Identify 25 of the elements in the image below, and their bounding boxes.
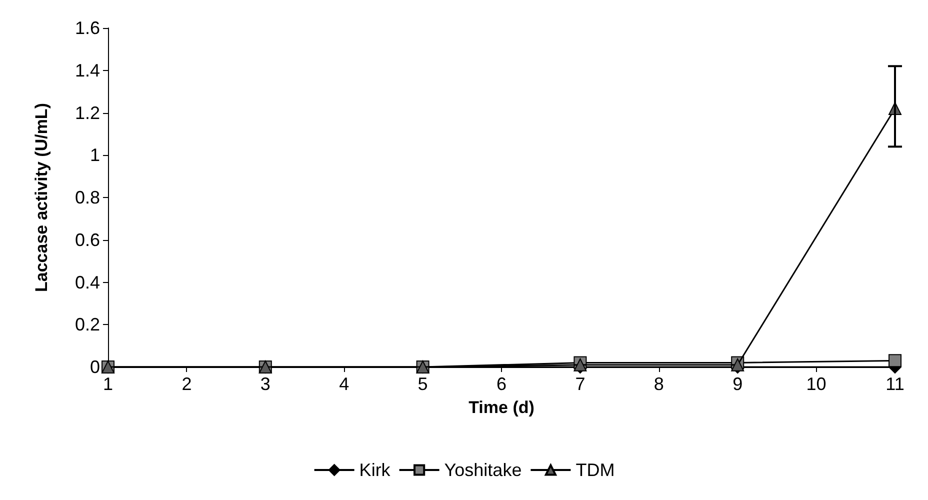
x-tick-label: 6 (496, 374, 507, 394)
x-tick-label: 9 (732, 374, 743, 394)
y-tick-label: 1.4 (74, 60, 100, 80)
x-axis-title: Time (d) (468, 398, 534, 417)
x-tick-label: 1 (102, 374, 114, 394)
x-tick-label: 5 (418, 374, 428, 394)
x-tick-label: 7 (575, 374, 586, 394)
x-tick-label: 4 (339, 374, 350, 394)
y-axis-title: Laccase activity (U/mL) (32, 103, 51, 292)
y-tick-label: 1 (90, 145, 100, 166)
y-tick-label: 0 (90, 357, 100, 377)
x-tick-label: 2 (182, 374, 192, 394)
x-tick-label: 3 (260, 374, 270, 394)
y-tick-label: 0.2 (74, 314, 100, 335)
legend-label: TDM (576, 460, 615, 480)
y-tick-label: 0.8 (74, 188, 100, 208)
legend-label: Yoshitake (444, 460, 522, 480)
x-tick-label: 10 (806, 374, 826, 394)
y-tick-label: 0.6 (74, 230, 100, 250)
x-tick-label: 8 (654, 374, 664, 394)
x-tick-label: 11 (886, 374, 904, 394)
y-tick-label: 1.2 (74, 102, 100, 123)
y-tick-label: 1.6 (74, 18, 100, 38)
y-tick-label: 0.4 (74, 272, 100, 292)
legend-label: Kirk (359, 460, 392, 480)
